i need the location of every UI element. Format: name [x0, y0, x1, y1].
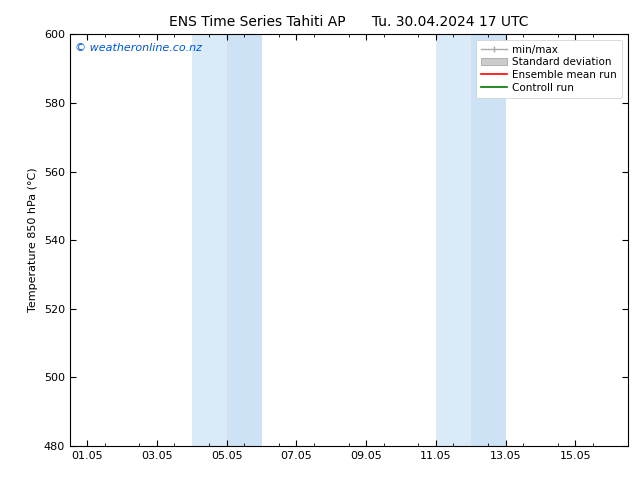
- Bar: [226, 34, 261, 446]
- Text: © weatheronline.co.nz: © weatheronline.co.nz: [75, 43, 202, 52]
- Y-axis label: Temperature 850 hPa (°C): Temperature 850 hPa (°C): [28, 168, 38, 313]
- Legend: min/max, Standard deviation, Ensemble mean run, Controll run: min/max, Standard deviation, Ensemble me…: [476, 40, 623, 98]
- Bar: [191, 34, 226, 446]
- Bar: [436, 34, 470, 446]
- Title: ENS Time Series Tahiti AP      Tu. 30.04.2024 17 UTC: ENS Time Series Tahiti AP Tu. 30.04.2024…: [169, 15, 529, 29]
- Bar: [470, 34, 506, 446]
